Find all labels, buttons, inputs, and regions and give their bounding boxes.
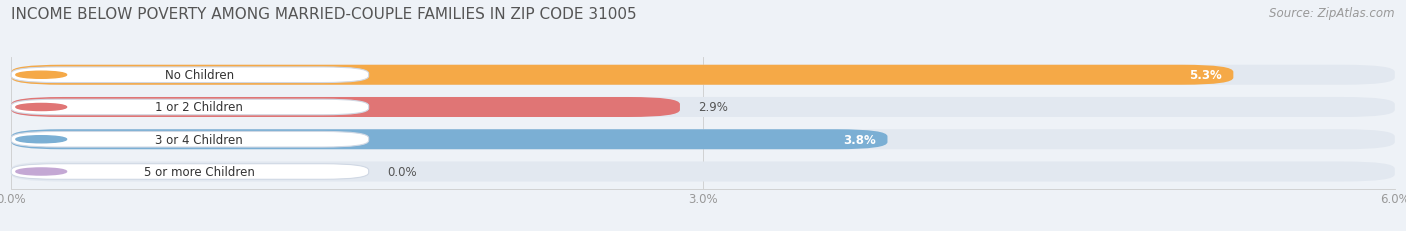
FancyBboxPatch shape <box>11 164 368 179</box>
Text: 3 or 4 Children: 3 or 4 Children <box>155 133 243 146</box>
FancyBboxPatch shape <box>11 130 1395 150</box>
Text: 0.0%: 0.0% <box>387 165 416 178</box>
FancyBboxPatch shape <box>11 97 1395 118</box>
FancyBboxPatch shape <box>11 65 1395 85</box>
FancyBboxPatch shape <box>11 130 887 150</box>
Circle shape <box>15 104 66 111</box>
Circle shape <box>15 168 66 175</box>
Text: 1 or 2 Children: 1 or 2 Children <box>155 101 243 114</box>
FancyBboxPatch shape <box>11 162 1395 182</box>
Circle shape <box>15 72 66 79</box>
FancyBboxPatch shape <box>11 100 368 115</box>
Text: 5 or more Children: 5 or more Children <box>143 165 254 178</box>
FancyBboxPatch shape <box>11 97 681 118</box>
FancyBboxPatch shape <box>11 132 368 147</box>
Circle shape <box>15 136 66 143</box>
FancyBboxPatch shape <box>11 65 1233 85</box>
Text: Source: ZipAtlas.com: Source: ZipAtlas.com <box>1270 7 1395 20</box>
Text: 2.9%: 2.9% <box>699 101 728 114</box>
Text: 3.8%: 3.8% <box>844 133 876 146</box>
FancyBboxPatch shape <box>11 68 368 83</box>
Text: 5.3%: 5.3% <box>1189 69 1222 82</box>
Text: No Children: No Children <box>165 69 233 82</box>
Text: INCOME BELOW POVERTY AMONG MARRIED-COUPLE FAMILIES IN ZIP CODE 31005: INCOME BELOW POVERTY AMONG MARRIED-COUPL… <box>11 7 637 22</box>
